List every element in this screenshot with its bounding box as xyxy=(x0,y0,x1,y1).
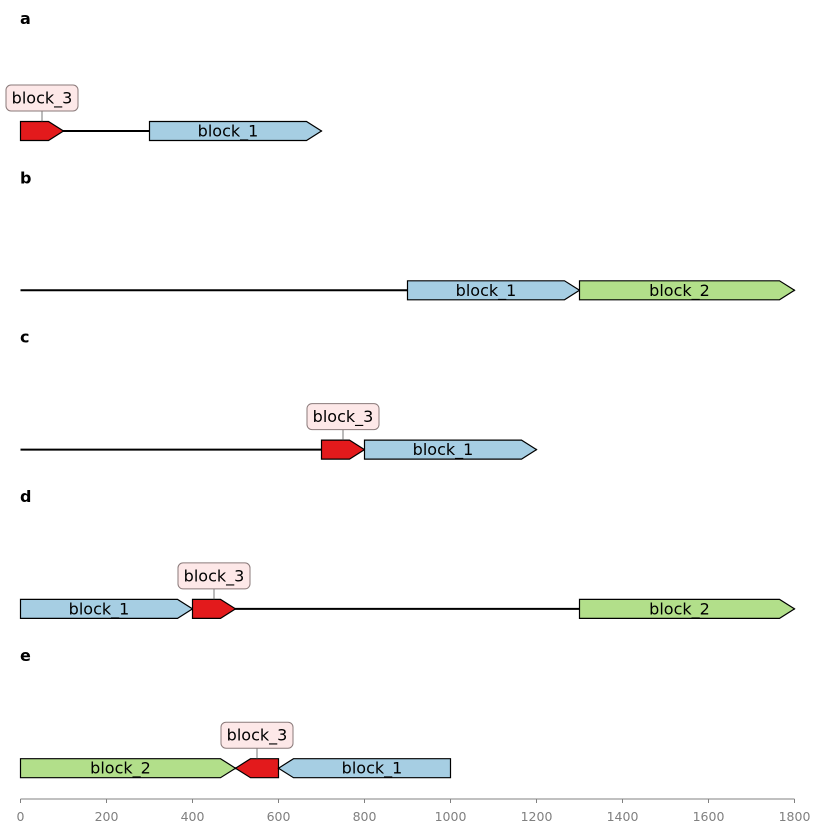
panel-b: b block_1 block_2 xyxy=(20,168,796,301)
panel-e: e block_2 block_3 block_1 xyxy=(19,646,452,779)
block-shape xyxy=(19,120,65,142)
block-label: block_2 xyxy=(649,281,710,301)
block-block-2[interactable]: block_2 xyxy=(578,280,796,301)
block-shape xyxy=(191,598,237,619)
block-block-3[interactable]: block_3 xyxy=(177,562,251,619)
block-label: block_1 xyxy=(69,599,130,619)
block-block-1[interactable]: block_1 xyxy=(363,439,538,460)
panel-label: d xyxy=(20,487,31,506)
x-axis: 0 200 400 600 800 1000 1200 1400 1600 1800 xyxy=(17,798,811,824)
block-label: block_1 xyxy=(342,759,403,779)
block-label: block_1 xyxy=(456,281,517,301)
x-tick-label: 600 xyxy=(267,809,291,824)
block-block-1[interactable]: block_1 xyxy=(277,758,452,779)
x-tick-label: 1400 xyxy=(607,809,639,824)
panel-d: d block_1 block_3 block_2 xyxy=(19,487,796,619)
block-tag-label: block_3 xyxy=(184,566,245,586)
block-block-1[interactable]: block_1 xyxy=(406,280,581,301)
block-shape xyxy=(234,758,280,779)
block-tag-label: block_3 xyxy=(227,726,288,746)
block-shape xyxy=(320,439,366,460)
block-block-3[interactable]: block_3 xyxy=(220,721,294,779)
block-block-3[interactable]: block_3 xyxy=(5,84,79,142)
block-shape xyxy=(578,280,796,301)
panel-label: a xyxy=(20,9,31,28)
x-tick-label: 0 xyxy=(17,809,25,824)
block-shape xyxy=(19,598,194,619)
x-tick-label: 1800 xyxy=(779,809,811,824)
x-tick-label: 1200 xyxy=(521,809,553,824)
block-block-3[interactable]: block_3 xyxy=(306,403,380,460)
x-tick-label: 800 xyxy=(353,809,377,824)
block-label: block_1 xyxy=(413,440,474,460)
block-block-2[interactable]: block_2 xyxy=(578,598,796,619)
block-label: block_2 xyxy=(649,599,710,619)
block-label: block_2 xyxy=(90,759,151,779)
panel-a: a block_3 block_1 xyxy=(5,9,323,142)
block-block-1[interactable]: block_1 xyxy=(148,120,323,142)
block-shape xyxy=(578,598,796,619)
block-shape xyxy=(148,120,323,142)
block-shape xyxy=(406,280,581,301)
panel-label: e xyxy=(20,646,31,665)
panel-label: c xyxy=(20,328,29,347)
x-tick-label: 1600 xyxy=(693,809,725,824)
block-tag-label: block_3 xyxy=(12,89,73,109)
panel-label: b xyxy=(20,168,31,187)
block-tag-box xyxy=(306,403,380,431)
block-tag-label: block_3 xyxy=(313,407,374,427)
block-tag-box xyxy=(5,84,79,112)
block-shape xyxy=(363,439,538,460)
block-shape xyxy=(19,758,237,779)
block-block-1[interactable]: block_1 xyxy=(19,598,194,619)
block-block-2[interactable]: block_2 xyxy=(19,758,237,779)
x-tick-label: 1000 xyxy=(435,809,467,824)
block-shape xyxy=(277,758,452,779)
block-tag-box xyxy=(177,562,251,590)
x-tick-label: 200 xyxy=(95,809,119,824)
block-tag-box xyxy=(220,721,294,749)
panel-c: c block_3 block_1 xyxy=(20,328,538,460)
x-tick-label: 400 xyxy=(181,809,205,824)
block-label: block_1 xyxy=(198,122,259,142)
